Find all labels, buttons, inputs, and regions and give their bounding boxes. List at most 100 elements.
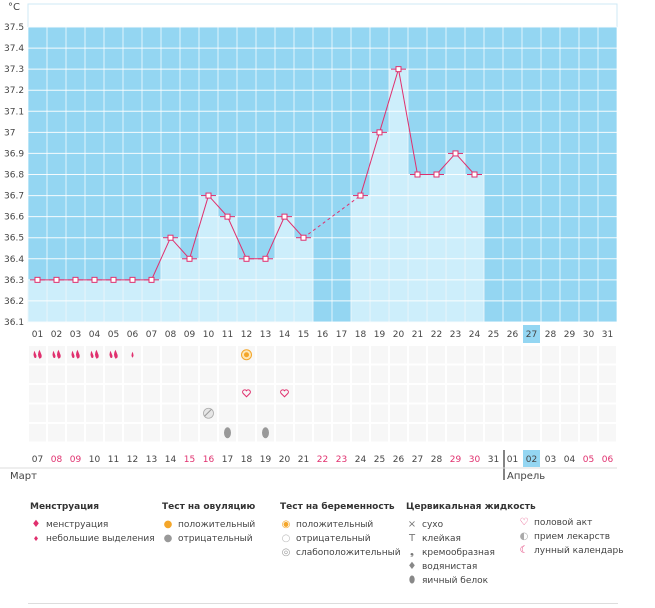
symbol-cell xyxy=(86,346,103,364)
temperature-line-segment xyxy=(170,237,190,260)
cycle-day-label: 05 xyxy=(108,330,119,340)
symbol-cell xyxy=(561,385,578,403)
temperature-line-segment xyxy=(360,132,380,196)
calendar-date-label: 11 xyxy=(108,455,119,465)
symbol-cell xyxy=(181,365,198,383)
symbol-cell xyxy=(428,365,445,383)
symbol-cell xyxy=(504,365,521,383)
symbol-cell xyxy=(124,404,141,422)
symbol-cell xyxy=(181,346,198,364)
symbol-cell xyxy=(485,346,502,364)
temperature-point[interactable] xyxy=(262,255,269,262)
symbol-cell xyxy=(143,365,160,383)
symbol-cell xyxy=(67,424,84,442)
temperature-point[interactable] xyxy=(281,213,288,220)
symbol-cell xyxy=(580,385,597,403)
y-tick-label: 37 xyxy=(4,128,15,138)
cycle-day-label: 31 xyxy=(602,330,613,340)
temperature-line-segment xyxy=(455,153,475,175)
legend-item: ☾ лунный календарь xyxy=(519,545,624,556)
cycle-day-label: 17 xyxy=(336,330,347,340)
temperature-point[interactable] xyxy=(376,129,383,136)
symbol-cell xyxy=(561,404,578,422)
temperature-point[interactable] xyxy=(148,276,155,283)
symbol-cell xyxy=(409,404,426,422)
symbol-cell xyxy=(181,385,198,403)
cycle-day-label: 16 xyxy=(317,330,329,340)
symbol-cell xyxy=(352,424,369,442)
calendar-date-label: 07 xyxy=(32,455,43,465)
temperature-point[interactable] xyxy=(186,255,193,262)
symbol-cell xyxy=(428,404,445,422)
temperature-point[interactable] xyxy=(471,171,478,178)
temperature-point[interactable] xyxy=(167,234,174,241)
temperature-point[interactable] xyxy=(91,276,98,283)
temperature-point[interactable] xyxy=(433,171,440,178)
calendar-date-label: 02 xyxy=(526,455,537,465)
temperature-point[interactable] xyxy=(357,192,364,199)
symbol-cell xyxy=(485,365,502,383)
temperature-point[interactable] xyxy=(300,234,307,241)
temperature-bar xyxy=(426,174,447,323)
temperature-point[interactable] xyxy=(53,276,60,283)
symbol-cell xyxy=(466,404,483,422)
temperature-point[interactable] xyxy=(72,276,79,283)
temperature-point[interactable] xyxy=(110,276,117,283)
temperature-line-segment xyxy=(151,237,171,281)
temperature-point[interactable] xyxy=(224,213,231,220)
y-tick-label: 37.2 xyxy=(4,86,24,96)
temperature-line-segment xyxy=(227,216,247,259)
symbol-cell xyxy=(143,404,160,422)
temperature-point[interactable] xyxy=(129,276,136,283)
temperature-point[interactable] xyxy=(395,66,402,73)
symbol-cell xyxy=(371,346,388,364)
symbol-cell xyxy=(523,385,540,403)
symbol-cell xyxy=(542,424,559,442)
temperature-line-segment xyxy=(189,195,209,259)
symbol-cell xyxy=(580,424,597,442)
y-tick-label: 37.4 xyxy=(4,44,24,54)
symbol-cell xyxy=(314,385,331,403)
ovulation-positive-marker-core xyxy=(244,352,249,358)
y-unit-label: °C xyxy=(8,2,20,13)
temperature-bar xyxy=(464,174,485,323)
cycle-day-label: 18 xyxy=(355,330,367,340)
calendar-date-label: 04 xyxy=(564,455,576,465)
calendar-date-label: 09 xyxy=(70,455,82,465)
symbol-cell xyxy=(257,385,274,403)
symbol-cell xyxy=(599,365,616,383)
symbol-cell xyxy=(105,385,122,403)
symbol-cell xyxy=(162,404,179,422)
temperature-point[interactable] xyxy=(452,150,459,157)
symbol-cell xyxy=(200,424,217,442)
y-tick-label: 36.5 xyxy=(4,234,24,244)
cross-icon: × xyxy=(407,519,417,530)
symbol-cell xyxy=(29,404,46,422)
cycle-day-label: 10 xyxy=(203,330,215,340)
symbol-cell xyxy=(409,424,426,442)
symbol-cell xyxy=(447,424,464,442)
symbol-cell xyxy=(371,365,388,383)
calendar-date-label: 20 xyxy=(279,455,291,465)
cycle-day-label: 23 xyxy=(450,330,461,340)
temperature-point[interactable] xyxy=(414,171,421,178)
symbol-cell xyxy=(352,385,369,403)
temperature-point[interactable] xyxy=(34,276,41,283)
symbol-cell xyxy=(409,365,426,383)
temperature-point[interactable] xyxy=(205,192,212,199)
y-tick-label: 36.2 xyxy=(4,297,24,307)
temperature-line-segment xyxy=(265,216,285,259)
cycle-day-label: 27 xyxy=(526,330,537,340)
symbol-cell xyxy=(257,346,274,364)
cycle-day-label: 21 xyxy=(412,330,423,340)
temperature-point[interactable] xyxy=(243,255,250,262)
cycle-day-label: 30 xyxy=(583,330,595,340)
cycle-day-label: 28 xyxy=(545,330,557,340)
symbol-cell xyxy=(542,385,559,403)
legend-item: ♦ водянистая xyxy=(407,561,478,572)
cycle-day-label: 04 xyxy=(89,330,101,340)
symbol-cell xyxy=(238,424,255,442)
cycle-day-highlight xyxy=(523,325,540,343)
legend-item: ● положительный xyxy=(163,519,256,530)
symbol-cell xyxy=(295,365,312,383)
